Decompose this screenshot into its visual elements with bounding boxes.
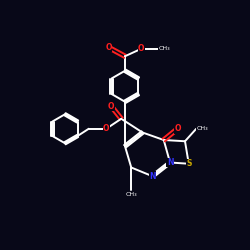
Text: N: N bbox=[149, 172, 156, 181]
Text: O: O bbox=[108, 102, 114, 111]
Text: CH₃: CH₃ bbox=[158, 46, 170, 51]
Text: O: O bbox=[103, 124, 110, 133]
Text: CH₃: CH₃ bbox=[197, 126, 208, 131]
Text: CH₃: CH₃ bbox=[126, 192, 137, 197]
Text: O: O bbox=[174, 124, 181, 133]
Text: N: N bbox=[167, 158, 173, 167]
Text: O: O bbox=[138, 44, 144, 53]
Text: O: O bbox=[106, 43, 112, 52]
Text: S: S bbox=[186, 159, 192, 168]
